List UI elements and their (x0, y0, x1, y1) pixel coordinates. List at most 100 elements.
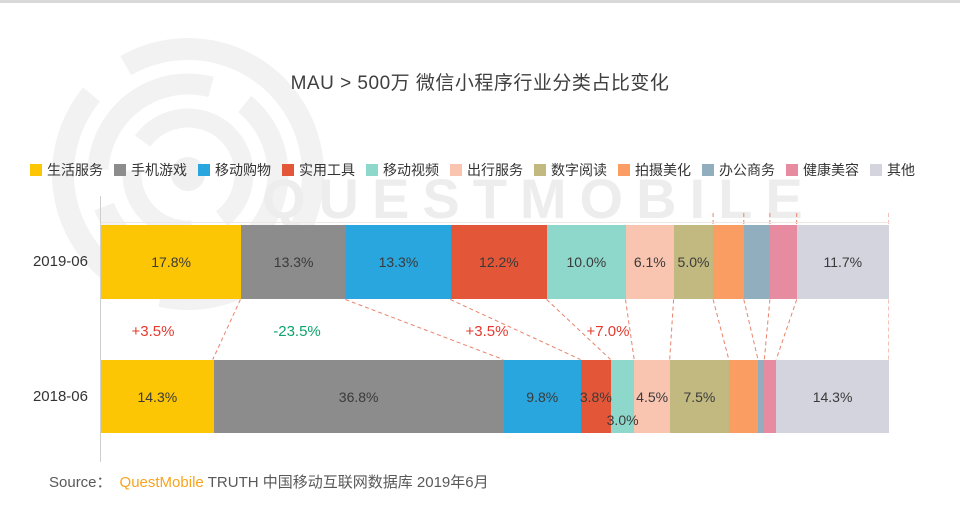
legend-item-5: 移动视频 (366, 160, 439, 180)
connector-stubs (100, 213, 889, 225)
segment-value-label: 11.7% (823, 254, 863, 270)
legend-label: 手机游戏 (131, 162, 187, 178)
legend-item-8: 拍摄美化 (618, 160, 691, 180)
connector-lines (212, 299, 889, 360)
segment-value-label: 12.2% (479, 254, 519, 270)
legend-label: 拍摄美化 (635, 162, 691, 178)
segment-2019-06-健康美容 (769, 225, 797, 299)
segment-2019-06-出行服务: 6.1% (625, 225, 674, 299)
top-divider (0, 0, 960, 3)
segment-value-label: 13.3% (378, 254, 419, 270)
change-zone: +3.5% -23.5% +3.5% +7.0% (100, 299, 889, 360)
legend-label: 生活服务 (47, 162, 103, 178)
legend-swatch-icon (702, 164, 714, 176)
segment-2019-06-生活服务: 17.8% (101, 225, 242, 299)
segment-2018-06-手机游戏: 36.8% (213, 360, 504, 433)
segment-2018-06-数字阅读: 7.5% (669, 360, 729, 433)
legend-item-3: 移动购物 (198, 160, 271, 180)
legend: 生活服务 手机游戏 移动购物 实用工具 移动视频 出行服务 数字阅读 拍摄美化 办公商务 健康美容… (30, 160, 952, 180)
row-label-2019-06: 2019-06 (32, 253, 88, 270)
segment-2018-06-生活服务: 14.3% (101, 360, 214, 433)
legend-label: 出行服务 (467, 162, 523, 178)
connector-line-手机游戏 (345, 299, 504, 360)
legend-item-9: 办公商务 (702, 160, 775, 180)
legend-label: 办公商务 (719, 162, 775, 178)
y-axis-line (100, 196, 101, 462)
connector-line-出行服务 (669, 299, 675, 360)
bar-2018-06: 14.3% 36.8% 9.8% 3.8% 3.0% 4.5% 7.5% 14.3% (101, 360, 889, 433)
segment-2018-06-办公商务 (758, 360, 765, 433)
segment-2018-06-出行服务: 4.5% (634, 360, 670, 433)
change-label-移动视频: +7.0% (586, 323, 630, 340)
legend-item-11: 其他 (870, 160, 915, 180)
legend-swatch-icon (366, 164, 378, 176)
legend-swatch-icon (282, 164, 294, 176)
segment-2019-06-拍摄美化 (713, 225, 744, 299)
connector-line-移动购物 (450, 299, 581, 360)
segment-2018-06-健康美容 (764, 360, 777, 433)
segment-value-label: 13.3% (273, 254, 314, 270)
legend-swatch-icon (534, 164, 546, 176)
segment-value-label: 4.5% (636, 388, 669, 405)
source-line: Source： QuestMobile TRUTH 中国移动互联网数据库 2019年… (49, 471, 489, 492)
segment-value-label: 7.5% (683, 388, 716, 405)
legend-label: 移动视频 (383, 162, 439, 178)
segment-value-label: 14.3% (812, 388, 853, 405)
source-rest: TRUTH 中国移动互联网数据库 2019年6月 (207, 474, 489, 491)
segment-value-label: 3.8% (579, 388, 612, 405)
segment-2019-06-移动视频: 10.0% (546, 225, 626, 299)
segment-2019-06-其他: 11.7% (796, 225, 889, 299)
legend-label: 其他 (887, 162, 915, 178)
segment-value-label: 14.3% (137, 388, 178, 405)
legend-swatch-icon (450, 164, 462, 176)
legend-item-2: 手机游戏 (114, 160, 187, 180)
segment-2018-06-实用工具: 3.8% (579, 360, 612, 433)
change-label-移动购物: +3.5% (465, 323, 509, 340)
connector-line-健康美容 (775, 299, 798, 360)
connector-line-实用工具 (546, 299, 611, 360)
legend-swatch-icon (114, 164, 126, 176)
segment-2019-06-办公商务 (743, 225, 770, 299)
connector-line-移动视频 (625, 299, 635, 360)
segment-value-label: 17.8% (151, 254, 191, 270)
legend-swatch-icon (198, 164, 210, 176)
segment-value-label: 5.0% (677, 254, 710, 270)
connector-line-拍摄美化 (743, 299, 759, 360)
source-brand: QuestMobile (119, 474, 204, 491)
segment-2019-06-实用工具: 12.2% (450, 225, 547, 299)
segment-value-label: 10.0% (566, 254, 607, 270)
connector-stub-lines (712, 213, 889, 225)
segment-value-label: 9.8% (526, 388, 559, 405)
segment-2019-06-手机游戏: 13.3% (241, 225, 347, 299)
segment-2018-06-移动视频: 3.0% (607, 360, 639, 433)
connector-line-生活服务 (212, 299, 241, 360)
segment-2018-06-拍摄美化 (728, 360, 759, 433)
segment-2019-06-移动购物: 13.3% (346, 225, 451, 299)
bar-2019-06: 17.8% 13.3% 13.3% 12.2% 10.0% 6.1% 5.0% 11.7% (101, 225, 889, 299)
connector-line-数字阅读 (712, 299, 730, 360)
legend-swatch-icon (30, 164, 42, 176)
plot-top-line (100, 222, 889, 223)
legend-swatch-icon (618, 164, 630, 176)
chart-title: MAU > 500万 微信小程序行业分类占比变化 (290, 73, 670, 94)
source-prefix: Source： (49, 474, 112, 491)
legend-item-6: 出行服务 (450, 160, 523, 180)
segment-value-label: 6.1% (633, 254, 666, 270)
legend-label: 健康美容 (803, 162, 859, 178)
legend-label: 实用工具 (299, 162, 355, 178)
legend-label: 数字阅读 (551, 162, 607, 178)
legend-swatch-icon (870, 164, 882, 176)
segment-2018-06-移动购物: 9.8% (503, 360, 581, 433)
change-label-生活服务: +3.5% (131, 323, 175, 340)
legend-item-1: 生活服务 (30, 160, 103, 180)
segment-value-label: 36.8% (338, 388, 379, 405)
legend-item-4: 实用工具 (282, 160, 355, 180)
row-label-2018-06: 2018-06 (32, 388, 88, 405)
legend-swatch-icon (786, 164, 798, 176)
change-label-手机游戏: -23.5% (273, 323, 321, 340)
segment-2019-06-数字阅读: 5.0% (673, 225, 714, 299)
legend-label: 移动购物 (215, 162, 271, 178)
segment-2018-06-其他: 14.3% (776, 360, 889, 433)
legend-item-10: 健康美容 (786, 160, 859, 180)
